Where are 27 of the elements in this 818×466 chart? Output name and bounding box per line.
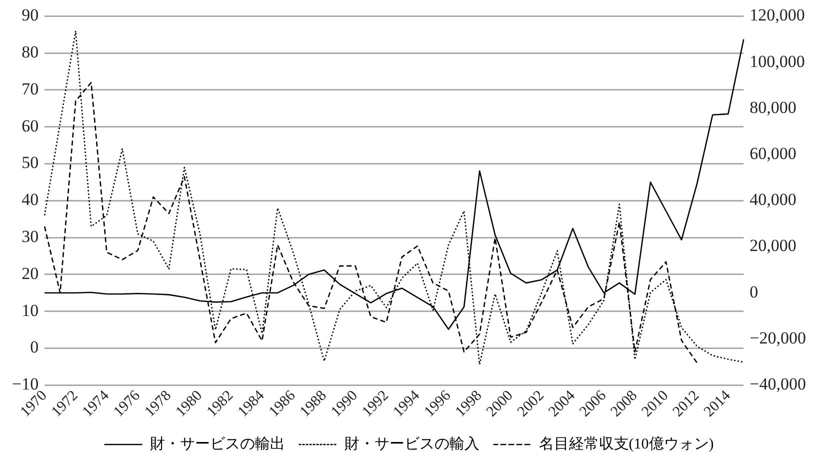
x-tick-label: 1990 — [328, 388, 361, 420]
y-tick-label: 50 — [22, 153, 39, 172]
x-tick-label: 1992 — [359, 388, 392, 420]
y-tick-label: 30 — [22, 226, 39, 246]
y2-tick-label: −20,000 — [750, 328, 806, 348]
legend-label: 財・サービスの輸入 — [344, 435, 480, 452]
y-tick-label: 60 — [22, 116, 39, 136]
y2-tick-label: 20,000 — [750, 236, 796, 256]
y2-tick-label: 100,000 — [750, 52, 805, 71]
y2-tick-label: 120,000 — [750, 6, 805, 25]
legend-label: 名目経常収支(10億ウォン) — [538, 435, 714, 452]
y-tick-label: 0 — [30, 338, 39, 357]
y-tick-label: 40 — [22, 190, 39, 210]
y-tick-label: 20 — [22, 264, 39, 283]
y-tick-label: 80 — [22, 42, 39, 62]
legend-label: 財・サービスの輸出 — [150, 435, 285, 452]
y-tick-label: 90 — [22, 6, 39, 25]
y-tick-label: 10 — [22, 300, 39, 320]
x-tick-label: 1972 — [48, 388, 82, 420]
y-tick-label: 70 — [22, 79, 39, 98]
y2-tick-label: 40,000 — [750, 190, 796, 210]
y2-tick-label: 80,000 — [750, 98, 796, 117]
y2-tick-label: 0 — [750, 282, 758, 302]
x-tick-label: 1982 — [204, 388, 237, 420]
y2-tick-label: 60,000 — [750, 144, 796, 163]
y2-tick-label: −40,000 — [750, 374, 806, 394]
x-tick-label: 1980 — [173, 388, 206, 420]
